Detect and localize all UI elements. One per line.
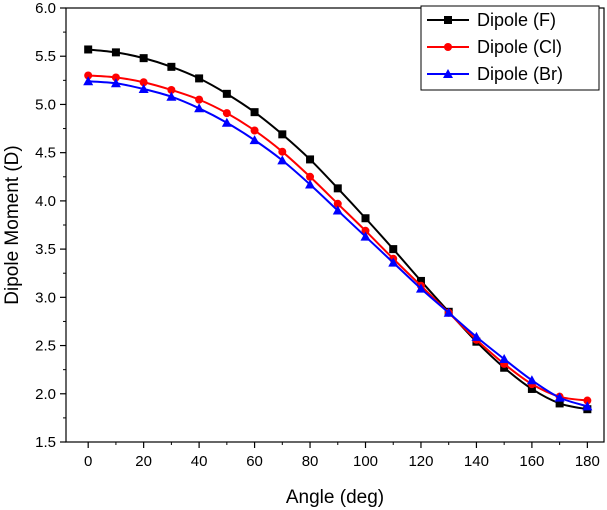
data-point-dipole-f <box>416 276 425 285</box>
x-tick-label: 60 <box>246 453 263 470</box>
data-point-dipole-f <box>111 48 120 57</box>
legend-marker-dipole-cl <box>444 43 452 51</box>
data-point-dipole-f <box>555 399 564 408</box>
data-point-dipole-cl <box>222 109 231 118</box>
data-point-dipole-f <box>84 45 93 54</box>
series-layer <box>83 45 593 414</box>
y-axis: 1.5 2.0 2.5 3.0 3.5 4.0 4.5 5.0 5.5 6.0 <box>35 0 66 451</box>
data-point-dipole-br <box>221 117 232 127</box>
data-point-dipole-br <box>110 78 121 88</box>
y-tick-label: 3.0 <box>35 289 56 306</box>
data-point-dipole-br <box>277 155 288 165</box>
data-point-dipole-br <box>332 205 343 215</box>
data-point-dipole-cl <box>139 78 148 87</box>
data-point-dipole-f <box>250 108 259 117</box>
data-point-dipole-br <box>249 135 260 145</box>
data-point-dipole-br <box>499 354 510 364</box>
legend-item-dipole-f: Dipole (F) <box>427 10 556 30</box>
data-point-dipole-f <box>389 245 398 254</box>
data-point-dipole-f <box>167 62 176 71</box>
y-tick-label: 2.0 <box>35 386 56 403</box>
data-point-dipole-br <box>360 231 371 241</box>
data-point-dipole-cl <box>250 126 259 135</box>
x-tick-label: 100 <box>353 453 378 470</box>
series-line-dipole-cl <box>88 74 588 402</box>
x-tick-label: 140 <box>464 453 489 470</box>
legend-item-dipole-cl: Dipole (Cl) <box>427 37 562 57</box>
legend-label-dipole-f: Dipole (F) <box>477 10 556 30</box>
series-dipole-br <box>83 76 593 411</box>
data-point-dipole-br <box>526 375 537 385</box>
data-point-dipole-br <box>305 179 316 189</box>
data-point-dipole-f <box>333 184 342 193</box>
x-tick-label: 40 <box>191 453 208 470</box>
data-point-dipole-br <box>166 91 177 101</box>
data-point-dipole-br <box>582 401 593 411</box>
y-tick-label: 6.0 <box>35 0 56 17</box>
data-point-dipole-f <box>361 214 370 223</box>
y-tick-label: 3.5 <box>35 241 56 258</box>
data-point-dipole-f <box>195 74 204 83</box>
legend: Dipole (F) Dipole (Cl) Dipole (Br) <box>420 5 600 91</box>
data-point-dipole-f <box>278 130 287 139</box>
data-point-dipole-br <box>415 283 426 293</box>
data-point-dipole-br <box>471 331 482 341</box>
series-dipole-f <box>84 45 592 414</box>
data-point-dipole-br <box>443 307 454 317</box>
legend-marker-dipole-f <box>444 16 452 24</box>
data-point-dipole-cl <box>167 85 176 94</box>
legend-label-dipole-cl: Dipole (Cl) <box>477 37 562 57</box>
data-point-dipole-br <box>194 103 205 113</box>
data-point-dipole-cl <box>361 226 370 235</box>
x-tick-label: 160 <box>519 453 544 470</box>
data-point-dipole-f <box>527 384 536 393</box>
data-point-dipole-f <box>306 155 315 164</box>
data-point-dipole-cl <box>111 73 120 82</box>
data-point-dipole-br <box>554 392 565 402</box>
data-point-dipole-br <box>388 257 399 267</box>
x-axis: 0 20 40 60 80 100 120 140 160 180 <box>84 442 600 470</box>
x-tick-label: 180 <box>575 453 600 470</box>
series-line-dipole-br <box>88 80 588 408</box>
data-point-dipole-br <box>138 84 149 94</box>
legend-label-dipole-br: Dipole (Br) <box>477 64 563 84</box>
data-point-dipole-cl <box>278 147 287 156</box>
y-tick-label: 1.5 <box>35 434 56 451</box>
data-point-dipole-cl <box>195 95 204 104</box>
data-point-dipole-cl <box>583 396 592 405</box>
x-axis-title: Angle (deg) <box>286 487 384 508</box>
x-tick-label: 0 <box>84 453 92 470</box>
series-dipole-cl <box>84 71 592 405</box>
x-tick-label: 80 <box>302 453 319 470</box>
series-line-dipole-f <box>88 48 588 411</box>
y-tick-label: 4.0 <box>35 193 56 210</box>
x-tick-label: 20 <box>135 453 152 470</box>
y-tick-label: 2.5 <box>35 338 56 355</box>
y-tick-label: 5.0 <box>35 96 56 113</box>
y-tick-label: 5.5 <box>35 48 56 65</box>
y-tick-label: 4.5 <box>35 145 56 162</box>
data-point-dipole-br <box>83 76 94 86</box>
legend-marker-dipole-br <box>443 69 453 78</box>
legend-item-dipole-br: Dipole (Br) <box>427 64 563 84</box>
data-point-dipole-cl <box>84 71 93 80</box>
y-axis-title: Dipole Moment (D) <box>2 145 23 304</box>
data-point-dipole-f <box>222 89 231 98</box>
data-point-dipole-cl <box>306 172 315 181</box>
x-tick-label: 120 <box>408 453 433 470</box>
data-point-dipole-f <box>139 54 148 63</box>
data-point-dipole-cl <box>333 199 342 208</box>
